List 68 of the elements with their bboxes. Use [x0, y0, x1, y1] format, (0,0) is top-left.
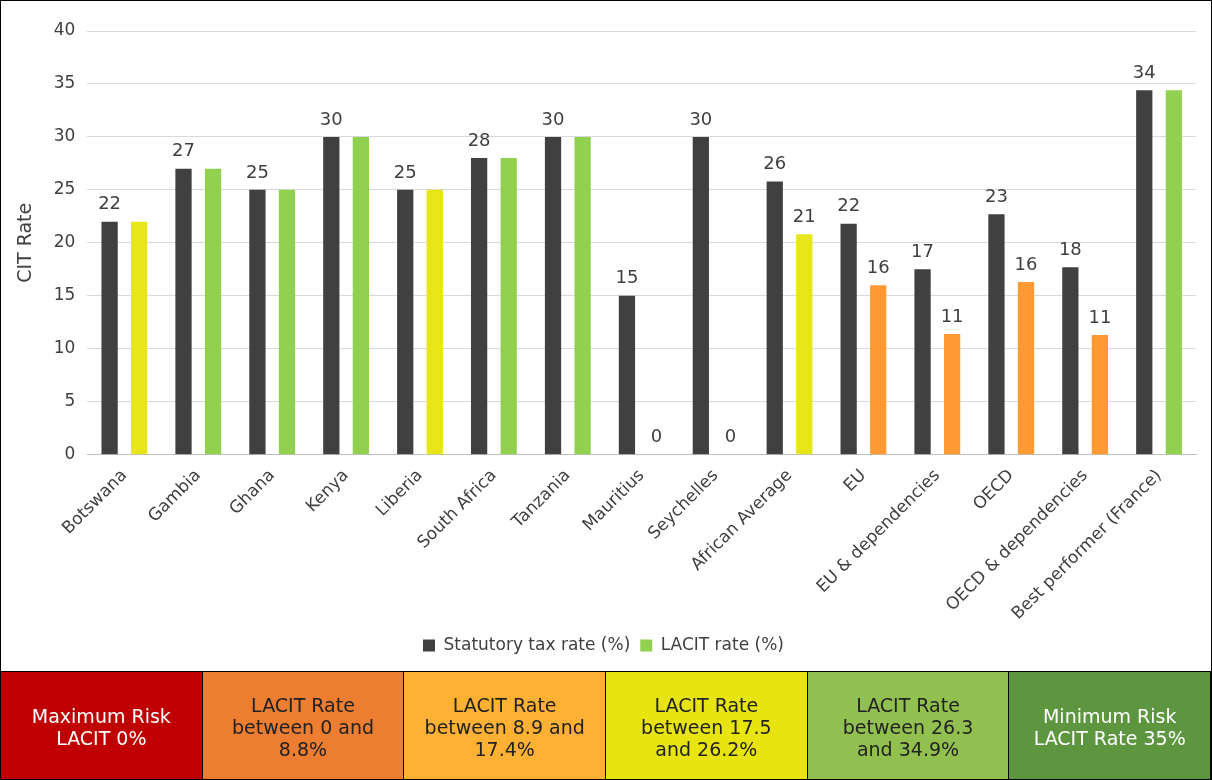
data-label: 0: [724, 425, 737, 447]
data-label: 16: [1014, 252, 1038, 274]
data-label: 28: [467, 128, 491, 150]
bar: [426, 189, 443, 455]
bar: [574, 136, 591, 455]
bar: [500, 158, 517, 455]
bar: [840, 223, 857, 455]
bar: [692, 136, 709, 455]
bar: [618, 295, 636, 455]
y-tick-label: 35: [53, 72, 76, 93]
bar: [249, 189, 266, 455]
text: LACIT Rate between 26.3 and 34.9%: [841, 694, 975, 760]
data-label: 22: [837, 194, 861, 216]
data-label: 30: [541, 107, 565, 129]
bar: [1017, 282, 1035, 455]
bar: [1165, 90, 1182, 455]
bar: [352, 136, 370, 455]
bar: [101, 221, 118, 455]
data-label: 26: [763, 152, 787, 174]
y-axis-title: CIT Rate: [13, 202, 36, 283]
text: Minimum Risk LACIT Rate 35%: [1032, 705, 1187, 749]
legend-label: LACIT rate (%): [660, 633, 784, 654]
bar: [988, 214, 1005, 455]
bar: [1062, 267, 1079, 455]
bar: [766, 181, 783, 455]
bar: [175, 168, 192, 455]
data-label: 15: [615, 266, 639, 288]
data-label: 11: [1088, 305, 1112, 327]
legend-label: Statutory tax rate (%): [443, 633, 631, 654]
data-label: 0: [650, 425, 663, 447]
text: LACIT Rate between 0 and 8.8%: [230, 694, 376, 760]
data-label: 34: [1132, 60, 1156, 82]
bar: [943, 333, 961, 455]
bar: [914, 269, 931, 455]
y-tick-label: 15: [53, 284, 76, 305]
data-label: 30: [689, 107, 713, 129]
y-tick-label: 25: [53, 178, 76, 199]
bar: [870, 285, 887, 455]
data-label: 27: [172, 139, 195, 161]
y-tick-label: 40: [53, 19, 76, 40]
bar: [204, 168, 222, 455]
data-label: 11: [940, 304, 964, 326]
bar: [471, 158, 488, 455]
y-tick-label: 0: [64, 443, 76, 464]
y-tick-label: 10: [53, 337, 76, 358]
data-label: 30: [319, 107, 343, 129]
text: Maximum Risk LACIT 0%: [30, 705, 172, 749]
bar: [397, 189, 414, 455]
data-label: 21: [792, 205, 816, 227]
data-label: 23: [985, 184, 1008, 206]
y-tick-label: 30: [53, 125, 76, 146]
data-label: 17: [911, 239, 935, 261]
text: LACIT Rate between 17.5 and 26.2%: [640, 694, 773, 760]
y-tick-label: 20: [53, 231, 76, 252]
bar: [278, 189, 296, 455]
data-label: 22: [98, 192, 122, 214]
data-label: 18: [1058, 237, 1082, 259]
text: LACIT Rate between 8.9 and 17.4%: [423, 694, 586, 760]
data-label: 25: [393, 160, 417, 182]
y-tick-label: 5: [64, 390, 76, 411]
bar: [323, 136, 340, 455]
bar: [796, 234, 813, 455]
bar: [1091, 334, 1109, 455]
data-label: 16: [866, 255, 890, 277]
bar: [131, 221, 148, 455]
bar: [544, 136, 562, 455]
bar: [1136, 90, 1153, 455]
data-label: 25: [245, 160, 269, 182]
